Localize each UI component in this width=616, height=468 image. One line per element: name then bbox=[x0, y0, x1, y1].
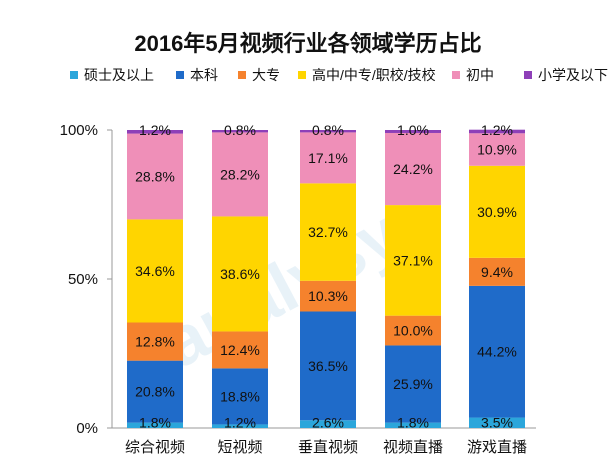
legend-label: 小学及以下 bbox=[538, 67, 608, 83]
bar-segment bbox=[300, 183, 356, 281]
bar-labels-group: 1.8% 20.8% 12.8% 34.6% 28.8% 1.2% 1.2% 18.8% 12.… bbox=[135, 122, 517, 431]
data-label: 18.8% bbox=[220, 388, 260, 404]
data-label: 20.8% bbox=[135, 384, 175, 400]
bar-segment bbox=[385, 422, 441, 428]
data-label: 9.4% bbox=[481, 264, 513, 280]
data-label: 17.1% bbox=[308, 150, 348, 166]
data-label: 10.3% bbox=[308, 288, 348, 304]
data-label: 44.2% bbox=[477, 344, 517, 360]
data-label: 1.8% bbox=[139, 415, 171, 431]
data-label: 28.2% bbox=[220, 166, 260, 182]
bar-segment bbox=[212, 132, 268, 217]
data-label: 28.8% bbox=[135, 168, 175, 184]
legend-swatch bbox=[238, 71, 246, 79]
legend-label: 初中 bbox=[466, 67, 494, 83]
data-label: 30.9% bbox=[477, 204, 517, 220]
legend-label: 硕士及以上 bbox=[84, 67, 154, 83]
bar-segment bbox=[469, 257, 525, 286]
data-label: 1.8% bbox=[397, 415, 429, 431]
legend-item: 小学及以下 bbox=[524, 67, 608, 83]
data-label: 12.4% bbox=[220, 342, 260, 358]
bar-segment bbox=[127, 422, 183, 428]
bar-segment bbox=[385, 132, 441, 206]
bar-segment bbox=[127, 130, 183, 134]
data-label: 24.2% bbox=[393, 161, 433, 177]
legend-item: 高中/中专/职校/技校 bbox=[298, 67, 436, 83]
data-label: 1.2% bbox=[224, 415, 256, 431]
data-label: 3.5% bbox=[481, 415, 513, 431]
x-tick-label: 游戏直播 bbox=[467, 439, 527, 456]
legend-label: 大专 bbox=[252, 67, 280, 83]
legend-swatch bbox=[452, 71, 460, 79]
bar-segment bbox=[469, 417, 525, 428]
legend-item: 本科 bbox=[176, 67, 218, 83]
legend: 硕士及以上 本科 大专 高中/中专/职校/技校 初中 小学及以下 bbox=[70, 67, 608, 83]
bar-segment bbox=[385, 345, 441, 423]
data-label: 10.0% bbox=[393, 323, 433, 339]
x-tick-label: 综合视频 bbox=[125, 439, 185, 456]
y-axis: 0% 50% 100% bbox=[60, 122, 112, 437]
bar-segment bbox=[469, 129, 525, 134]
bar-segment bbox=[212, 130, 268, 133]
bar-segment bbox=[127, 360, 183, 423]
bar-segment bbox=[300, 132, 356, 184]
bar-segment bbox=[212, 368, 268, 425]
x-tick-label: 短视频 bbox=[217, 439, 262, 456]
chart-title: 2016年5月视频行业各领域学历占比 bbox=[134, 31, 481, 56]
legend-swatch bbox=[176, 71, 184, 79]
data-label: 34.6% bbox=[135, 263, 175, 279]
y-tick-label: 0% bbox=[76, 420, 98, 437]
data-label: 1.2% bbox=[139, 122, 171, 138]
legend-swatch bbox=[524, 71, 532, 79]
legend-item: 大专 bbox=[238, 67, 280, 83]
legend-item: 硕士及以上 bbox=[70, 67, 154, 83]
data-label: 1.2% bbox=[481, 122, 513, 138]
data-label: 25.9% bbox=[393, 376, 433, 392]
data-label: 37.1% bbox=[393, 252, 433, 268]
y-tick-label: 50% bbox=[68, 271, 98, 288]
data-label: 12.8% bbox=[135, 334, 175, 350]
bar-segment bbox=[300, 420, 356, 428]
bar-segment bbox=[385, 315, 441, 346]
x-tick-label: 视频直播 bbox=[383, 439, 443, 456]
legend-swatch bbox=[70, 71, 78, 79]
x-tick-label: 垂直视频 bbox=[298, 439, 358, 456]
data-label: 2.6% bbox=[312, 415, 344, 431]
data-label: 10.9% bbox=[477, 142, 517, 158]
bar-segment bbox=[300, 311, 356, 421]
legend-label: 高中/中专/职校/技校 bbox=[312, 67, 436, 83]
legend-label: 本科 bbox=[190, 67, 218, 83]
bar-segment bbox=[385, 130, 441, 133]
legend-swatch bbox=[298, 71, 306, 79]
y-tick-label: 100% bbox=[60, 122, 98, 139]
bar-segment bbox=[469, 285, 525, 418]
data-label: 32.7% bbox=[308, 224, 348, 240]
bar-segment bbox=[212, 216, 268, 332]
bar-segment bbox=[127, 219, 183, 323]
bar-segment bbox=[300, 280, 356, 312]
bar-segment bbox=[469, 165, 525, 258]
bar-segment bbox=[385, 205, 441, 316]
bars-group bbox=[127, 129, 525, 428]
bar-segment bbox=[300, 130, 356, 133]
data-label: 0.8% bbox=[312, 122, 344, 138]
bar-segment bbox=[127, 133, 183, 220]
data-label: 38.6% bbox=[220, 266, 260, 282]
data-label: 36.5% bbox=[308, 358, 348, 374]
legend-item: 初中 bbox=[452, 67, 494, 83]
bar-segment bbox=[212, 331, 268, 369]
bar-segment bbox=[469, 133, 525, 166]
bar-segment bbox=[212, 424, 268, 428]
data-label: 0.8% bbox=[224, 122, 256, 138]
data-label: 1.0% bbox=[397, 122, 429, 138]
bar-segment bbox=[127, 322, 183, 361]
x-axis: 综合视频 短视频 垂直视频 视频直播 游戏直播 bbox=[125, 439, 527, 456]
